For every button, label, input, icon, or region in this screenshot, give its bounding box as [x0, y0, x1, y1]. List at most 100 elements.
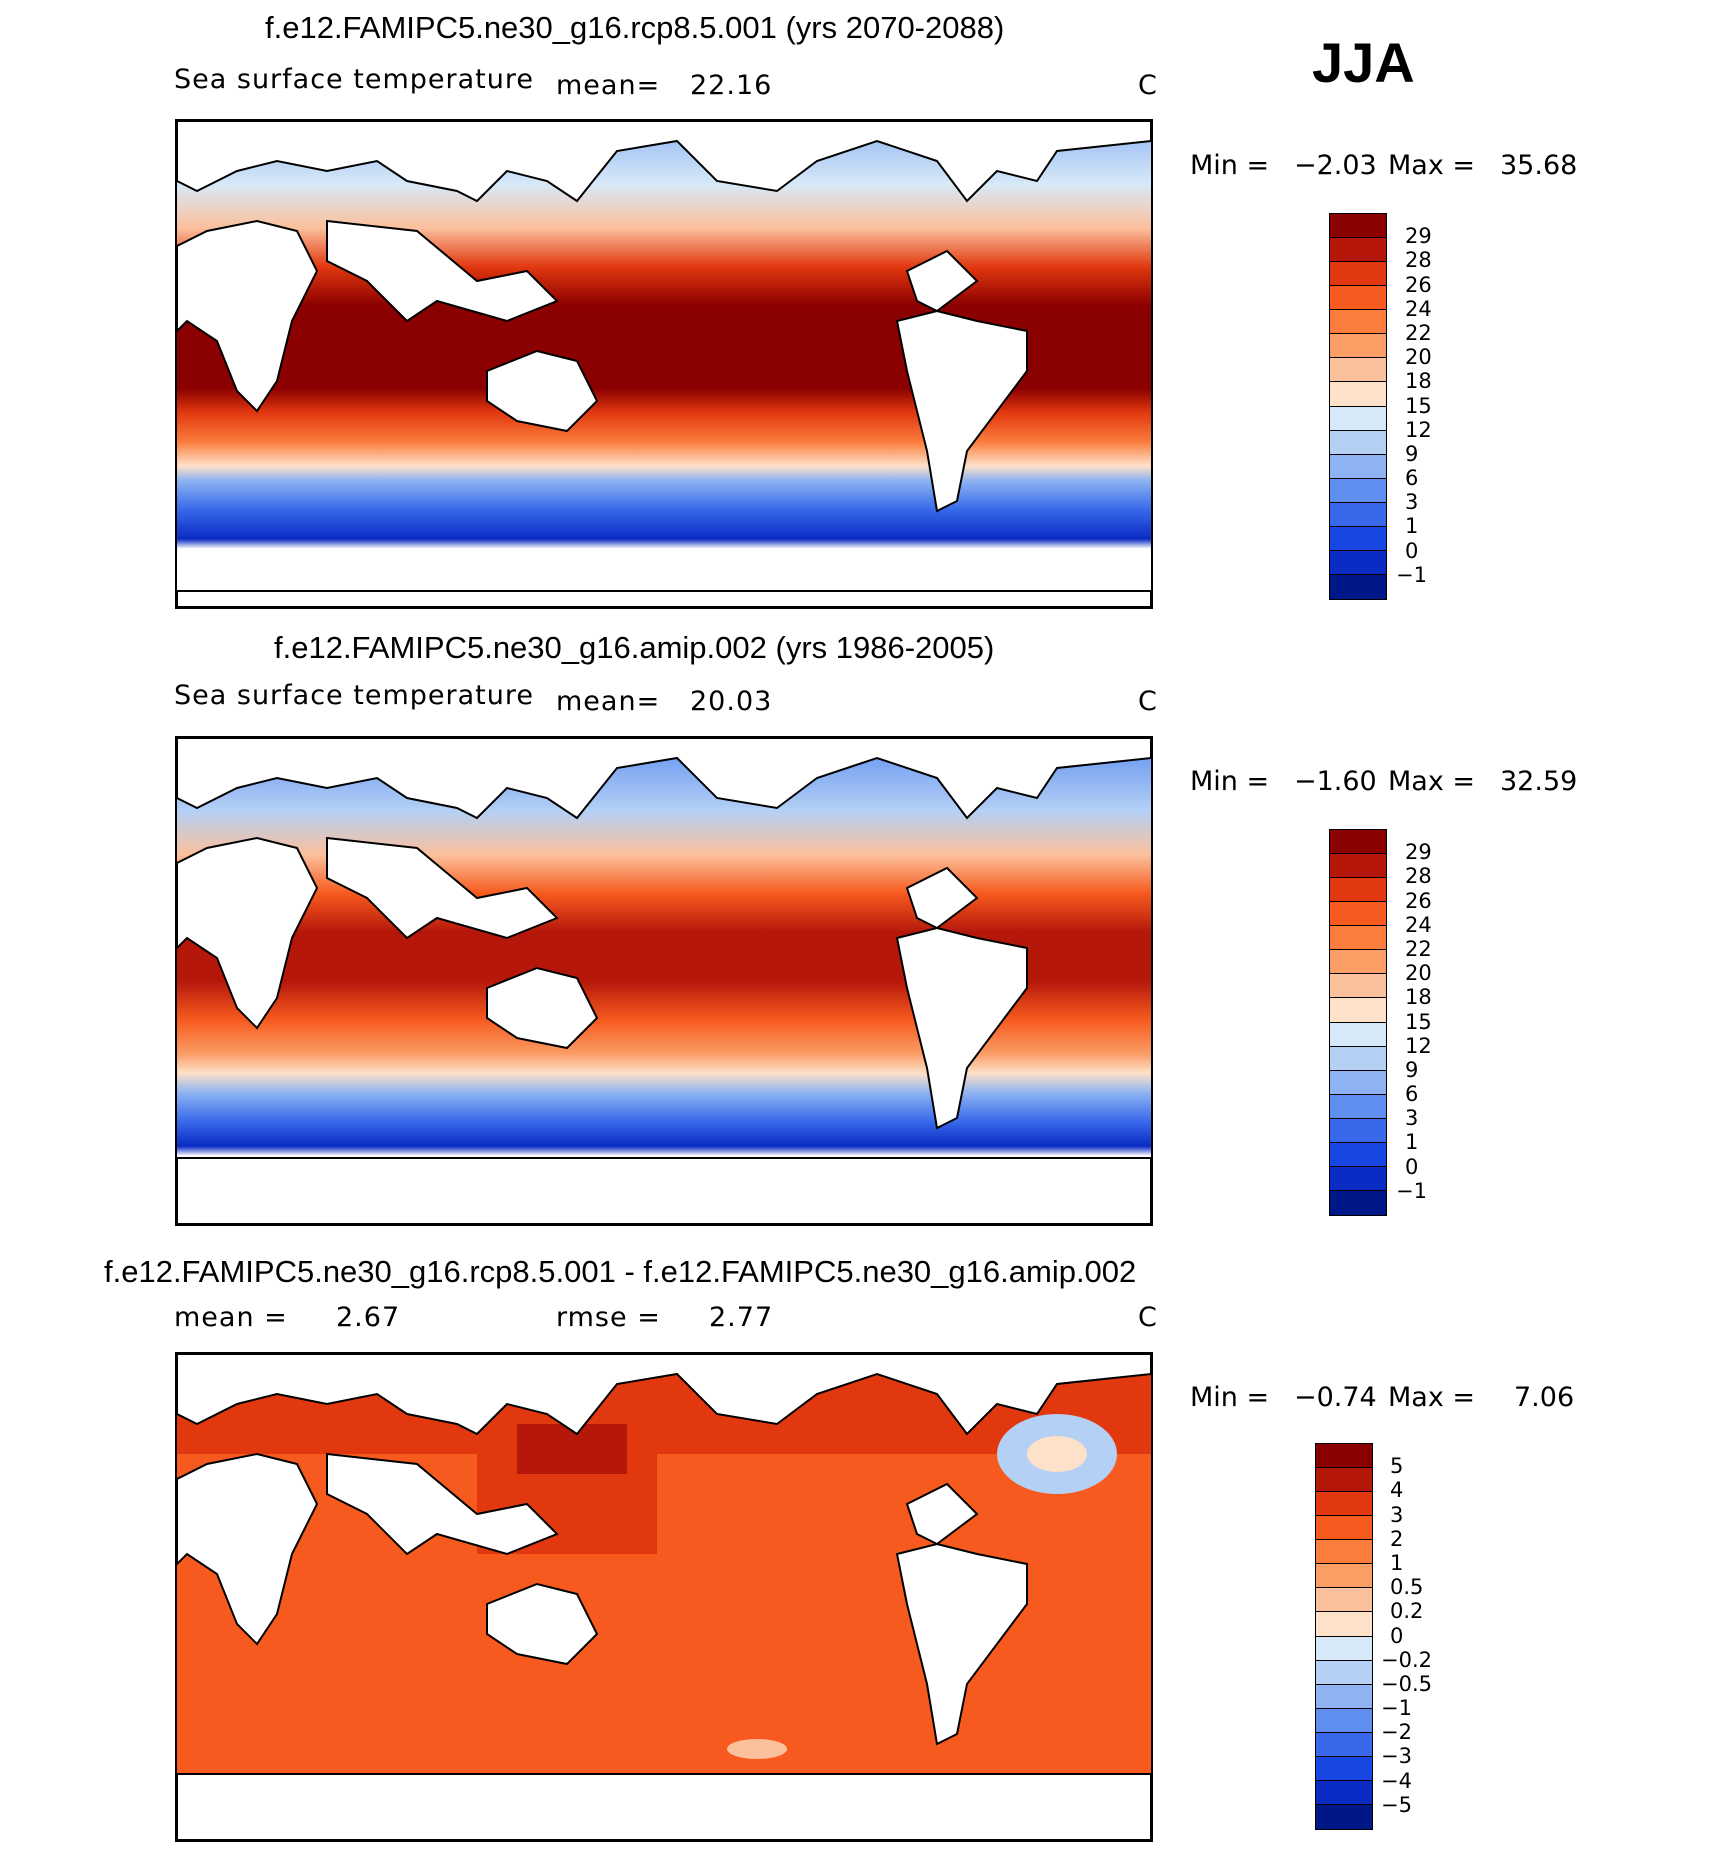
- colorbar-segment: [1330, 382, 1386, 407]
- colorbar-segment: [1330, 1070, 1386, 1095]
- colorbar-segment: [1330, 334, 1386, 359]
- panel-2-min-value: −1.60: [1294, 766, 1377, 797]
- colorbar-tick-label: −3: [1381, 1744, 1412, 1769]
- panel-2-sst-field: [177, 738, 1151, 1224]
- colorbar-tick-label: 28: [1405, 248, 1432, 273]
- colorbar-segment: [1316, 1756, 1372, 1781]
- colorbar-segment: [1316, 1516, 1372, 1541]
- colorbar-tick-label: 4: [1390, 1478, 1404, 1503]
- colorbar-segment: [1316, 1636, 1372, 1661]
- colorbar-tick-label: 12: [1405, 417, 1432, 442]
- panel-3-min-label: Min =: [1190, 1382, 1270, 1413]
- colorbar-tick-label: 20: [1405, 345, 1432, 370]
- colorbar-segment: [1330, 574, 1386, 599]
- colorbar-segment: [1330, 1094, 1386, 1119]
- panel-3-mean-value: 2.67: [336, 1302, 401, 1333]
- panel-2-units: C: [1138, 686, 1158, 717]
- colorbar-tick-label: −4: [1381, 1768, 1412, 1793]
- colorbar-segment: [1316, 1780, 1372, 1805]
- colorbar-segment: [1316, 1612, 1372, 1637]
- colorbar-segment: [1330, 830, 1386, 855]
- colorbar-segment: [1330, 286, 1386, 311]
- colorbar-segment: [1316, 1564, 1372, 1589]
- colorbar-segment: [1330, 998, 1386, 1023]
- colorbar-segment: [1330, 310, 1386, 335]
- colorbar-segment: [1330, 358, 1386, 383]
- colorbar-segment: [1330, 926, 1386, 951]
- colorbar-tick-label: 5: [1390, 1454, 1404, 1479]
- panel-2-max-value: 32.59: [1500, 766, 1578, 797]
- colorbar-tick-label: 2: [1390, 1526, 1404, 1551]
- colorbar-tick-label: −1: [1396, 562, 1427, 587]
- colorbar-tick-label: 0.5: [1390, 1575, 1424, 1600]
- panel-1-variable: Sea surface temperature: [174, 64, 534, 95]
- colorbar-tick-label: 3: [1390, 1502, 1404, 1527]
- panel-3-min-value: −0.74: [1294, 1382, 1377, 1413]
- colorbar-segment: [1316, 1660, 1372, 1685]
- panel-1-title: f.e12.FAMIPC5.ne30_g16.rcp8.5.001 (yrs 2…: [265, 10, 1005, 45]
- colorbar-segment: [1330, 1046, 1386, 1071]
- colorbar-segment: [1316, 1708, 1372, 1733]
- colorbar-segment: [1330, 262, 1386, 287]
- panel-3-max-value: 7.06: [1514, 1382, 1575, 1413]
- colorbar-segment: [1316, 1588, 1372, 1613]
- panel-1-sst-field: [177, 121, 1151, 607]
- panel-3-rmse-label: rmse =: [556, 1302, 661, 1333]
- colorbar-segment: [1316, 1804, 1372, 1829]
- colorbar-segment: [1330, 1118, 1386, 1143]
- colorbar-segment: [1330, 526, 1386, 551]
- colorbar-segment: [1330, 878, 1386, 903]
- colorbar-tick-label: −0.2: [1381, 1647, 1432, 1672]
- colorbar-segment: [1316, 1492, 1372, 1517]
- colorbar-tick-label: 22: [1405, 936, 1432, 961]
- colorbar-segment: [1330, 902, 1386, 927]
- colorbar-segment: [1330, 550, 1386, 575]
- panel-2-colorbar: [1329, 829, 1387, 1216]
- season-label: JJA: [1312, 31, 1415, 94]
- colorbar-tick-label: 9: [1405, 441, 1419, 466]
- colorbar-segment: [1316, 1444, 1372, 1469]
- panel-2-map: [175, 736, 1153, 1226]
- colorbar-tick-label: 6: [1405, 1082, 1419, 1107]
- panel-3-colorbar: [1315, 1443, 1373, 1830]
- colorbar-segment: [1316, 1684, 1372, 1709]
- colorbar-segment: [1316, 1468, 1372, 1493]
- colorbar-segment: [1330, 214, 1386, 239]
- colorbar-tick-label: 12: [1405, 1033, 1432, 1058]
- colorbar-segment: [1330, 1142, 1386, 1167]
- panel-2-variable: Sea surface temperature: [174, 680, 534, 711]
- colorbar-tick-label: −1: [1396, 1178, 1427, 1203]
- colorbar-tick-label: 3: [1405, 490, 1419, 515]
- panel-2-title: f.e12.FAMIPC5.ne30_g16.amip.002 (yrs 198…: [274, 630, 995, 665]
- colorbar-segment: [1330, 406, 1386, 431]
- colorbar-segment: [1330, 1166, 1386, 1191]
- panel-1-max-label: Max =: [1388, 150, 1476, 181]
- colorbar-segment: [1330, 454, 1386, 479]
- colorbar-tick-label: 28: [1405, 864, 1432, 889]
- panel-1-max-value: 35.68: [1500, 150, 1578, 181]
- panel-3-units: C: [1138, 1302, 1158, 1333]
- colorbar-tick-label: −0.5: [1381, 1671, 1432, 1696]
- colorbar-tick-label: −1: [1381, 1696, 1412, 1721]
- colorbar-tick-label: 15: [1405, 393, 1432, 418]
- panel-3-rmse-value: 2.77: [709, 1302, 774, 1333]
- panel-3-diff-field: [177, 1354, 1151, 1840]
- colorbar-tick-label: −2: [1381, 1720, 1412, 1745]
- colorbar-segment: [1330, 430, 1386, 455]
- panel-1-mean-label: mean=: [556, 70, 661, 101]
- colorbar-tick-label: 29: [1405, 224, 1432, 249]
- colorbar-tick-label: 1: [1405, 514, 1419, 539]
- colorbar-tick-label: 24: [1405, 912, 1432, 937]
- panel-3-title: f.e12.FAMIPC5.ne30_g16.rcp8.5.001 - f.e1…: [104, 1254, 1137, 1289]
- panel-3-mean-label: mean =: [174, 1302, 288, 1333]
- panel-1-min-value: −2.03: [1294, 150, 1377, 181]
- colorbar-tick-label: 3: [1405, 1106, 1419, 1131]
- colorbar-tick-label: 15: [1405, 1009, 1432, 1034]
- colorbar-tick-label: 6: [1405, 466, 1419, 491]
- colorbar-segment: [1330, 1022, 1386, 1047]
- colorbar-tick-label: 1: [1405, 1130, 1419, 1155]
- colorbar-tick-label: 26: [1405, 888, 1432, 913]
- colorbar-tick-label: 0.2: [1390, 1599, 1424, 1624]
- colorbar-tick-label: 0: [1405, 1154, 1419, 1179]
- colorbar-tick-label: 29: [1405, 840, 1432, 865]
